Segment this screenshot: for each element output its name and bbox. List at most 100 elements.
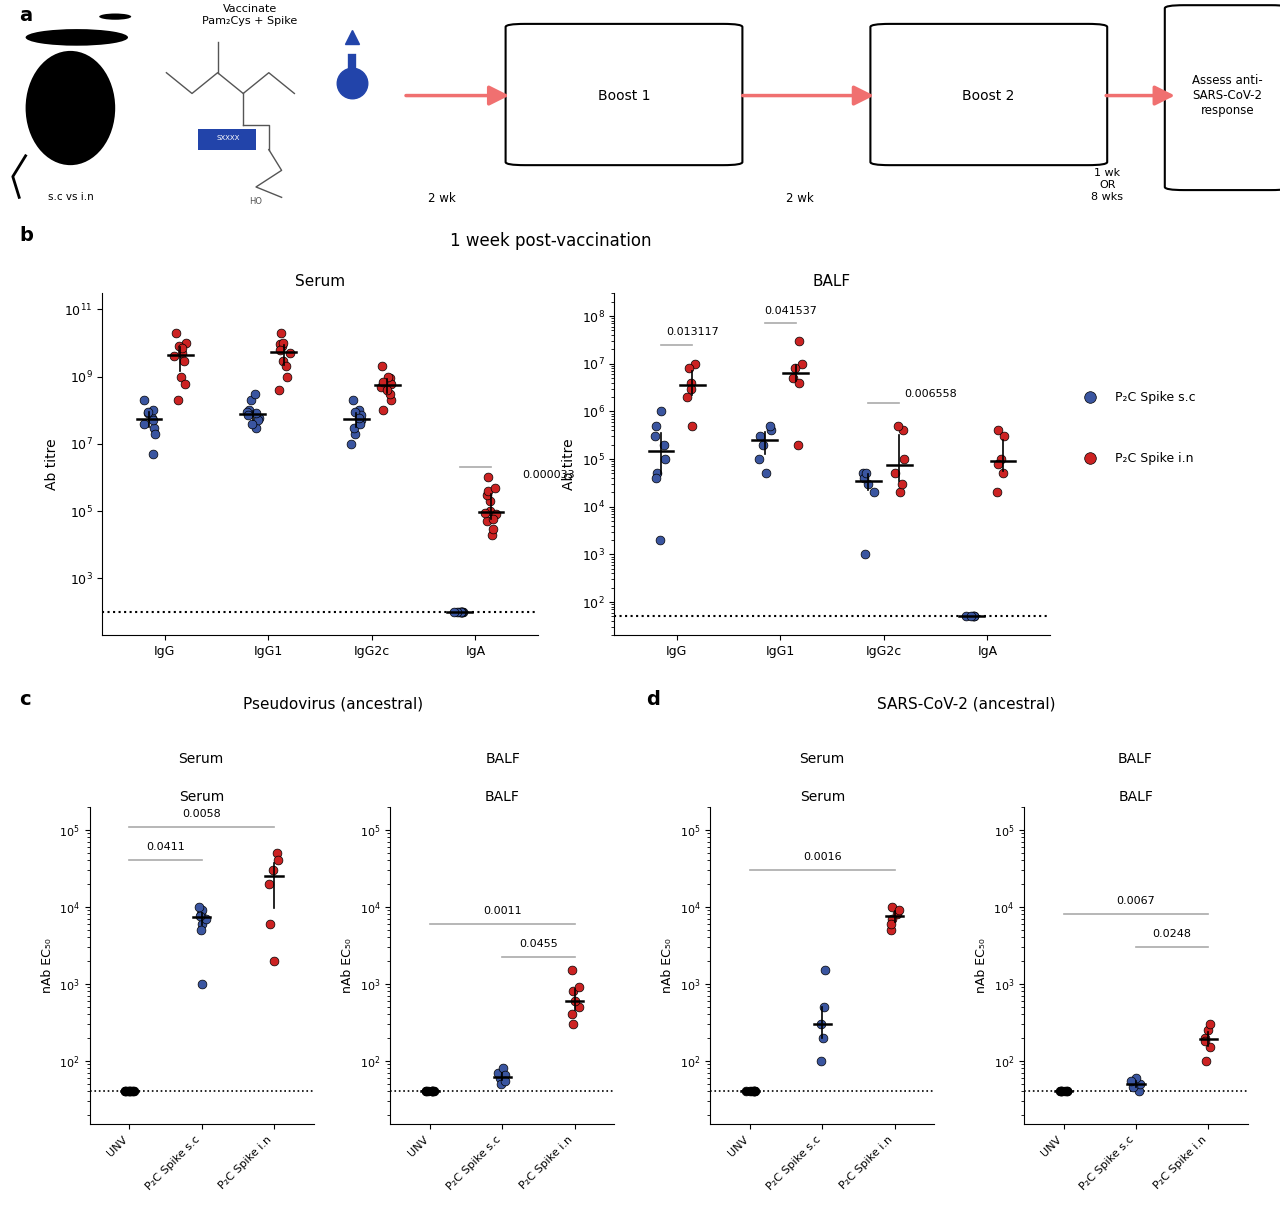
Point — [483, 508, 503, 528]
Point — [655, 450, 676, 469]
Point — [238, 406, 259, 425]
Point — [447, 602, 467, 622]
Point — [481, 524, 502, 544]
Point — [451, 602, 471, 622]
Point — [416, 1081, 436, 1101]
Point — [813, 1028, 833, 1047]
Point — [744, 1081, 764, 1101]
Point — [561, 960, 581, 980]
Point — [485, 505, 506, 524]
Text: 0.013117: 0.013117 — [666, 327, 719, 337]
Point — [246, 418, 266, 437]
Point — [237, 402, 257, 422]
Text: BALF: BALF — [1117, 752, 1153, 765]
Point — [892, 420, 913, 440]
Point — [881, 920, 901, 940]
Point — [451, 602, 471, 622]
Point — [1051, 1081, 1071, 1101]
Point — [477, 481, 498, 501]
Point — [646, 415, 667, 435]
Point — [172, 338, 192, 358]
Text: 2 wk: 2 wk — [786, 192, 814, 204]
Point — [677, 387, 698, 407]
Point — [343, 390, 364, 409]
Point — [1198, 1020, 1219, 1040]
Point — [421, 1081, 442, 1101]
Text: Assess anti-
SARS-CoV-2
response: Assess anti- SARS-CoV-2 response — [1192, 75, 1263, 117]
Point — [650, 402, 671, 422]
Y-axis label: nAb EC₅₀: nAb EC₅₀ — [342, 938, 355, 992]
Point — [134, 390, 155, 409]
Point — [493, 1058, 513, 1078]
Point — [276, 367, 297, 386]
Point — [964, 606, 984, 626]
Point — [372, 357, 393, 376]
Title: BALF: BALF — [1119, 789, 1153, 804]
Point — [1130, 1074, 1151, 1094]
Point — [242, 414, 262, 434]
Point — [123, 1081, 143, 1101]
Point — [244, 385, 265, 404]
Point — [189, 897, 210, 916]
Point — [142, 444, 163, 463]
Point — [259, 874, 279, 893]
Point — [760, 415, 781, 435]
Point — [348, 408, 369, 428]
Point — [170, 367, 191, 386]
Text: 0.0058: 0.0058 — [182, 809, 221, 819]
Point — [1052, 1081, 1073, 1101]
Point — [814, 960, 835, 980]
Text: 0.0067: 0.0067 — [1116, 896, 1156, 906]
Point — [882, 897, 902, 916]
Text: 0.041537: 0.041537 — [764, 306, 818, 316]
Point — [568, 978, 589, 997]
Text: 0.0016: 0.0016 — [803, 853, 842, 863]
Text: SXXXX: SXXXX — [216, 136, 239, 142]
Point — [142, 408, 163, 428]
Y-axis label: nAb EC₅₀: nAb EC₅₀ — [975, 938, 988, 992]
Point — [477, 468, 498, 488]
Point — [1194, 1028, 1215, 1047]
Point — [260, 914, 280, 934]
Point — [192, 901, 212, 920]
Y-axis label: Ab titre: Ab titre — [45, 439, 59, 490]
Title: BALF: BALF — [485, 789, 520, 804]
Point — [884, 463, 905, 483]
Ellipse shape — [26, 51, 115, 165]
Point — [268, 851, 288, 870]
Point — [166, 323, 187, 342]
Point — [483, 519, 503, 539]
Point — [269, 380, 289, 400]
Point — [348, 401, 369, 420]
Point — [680, 358, 700, 378]
Point — [1055, 1081, 1075, 1101]
Point — [960, 606, 980, 626]
Point — [169, 336, 189, 356]
Point — [271, 336, 292, 356]
Point — [988, 420, 1009, 440]
Point — [756, 463, 777, 483]
Y-axis label: nAb EC₅₀: nAb EC₅₀ — [41, 938, 54, 992]
Point — [280, 343, 301, 363]
Point — [451, 602, 471, 622]
Point — [138, 403, 159, 423]
FancyBboxPatch shape — [506, 24, 742, 165]
Text: Serum: Serum — [178, 752, 224, 765]
Text: Serum: Serum — [799, 752, 845, 765]
Point — [120, 1081, 141, 1101]
Point — [264, 951, 284, 970]
Point — [346, 424, 366, 444]
Point — [417, 1081, 438, 1101]
Point — [753, 435, 773, 455]
Point — [191, 904, 211, 924]
Point — [273, 351, 293, 370]
Point — [993, 463, 1014, 483]
Point — [351, 411, 371, 430]
Y-axis label: nAb EC₅₀: nAb EC₅₀ — [662, 938, 675, 992]
Point — [485, 478, 506, 497]
Point — [168, 390, 188, 409]
Point — [143, 418, 164, 437]
Point — [855, 463, 876, 483]
Point — [191, 920, 211, 940]
Point — [275, 357, 296, 376]
